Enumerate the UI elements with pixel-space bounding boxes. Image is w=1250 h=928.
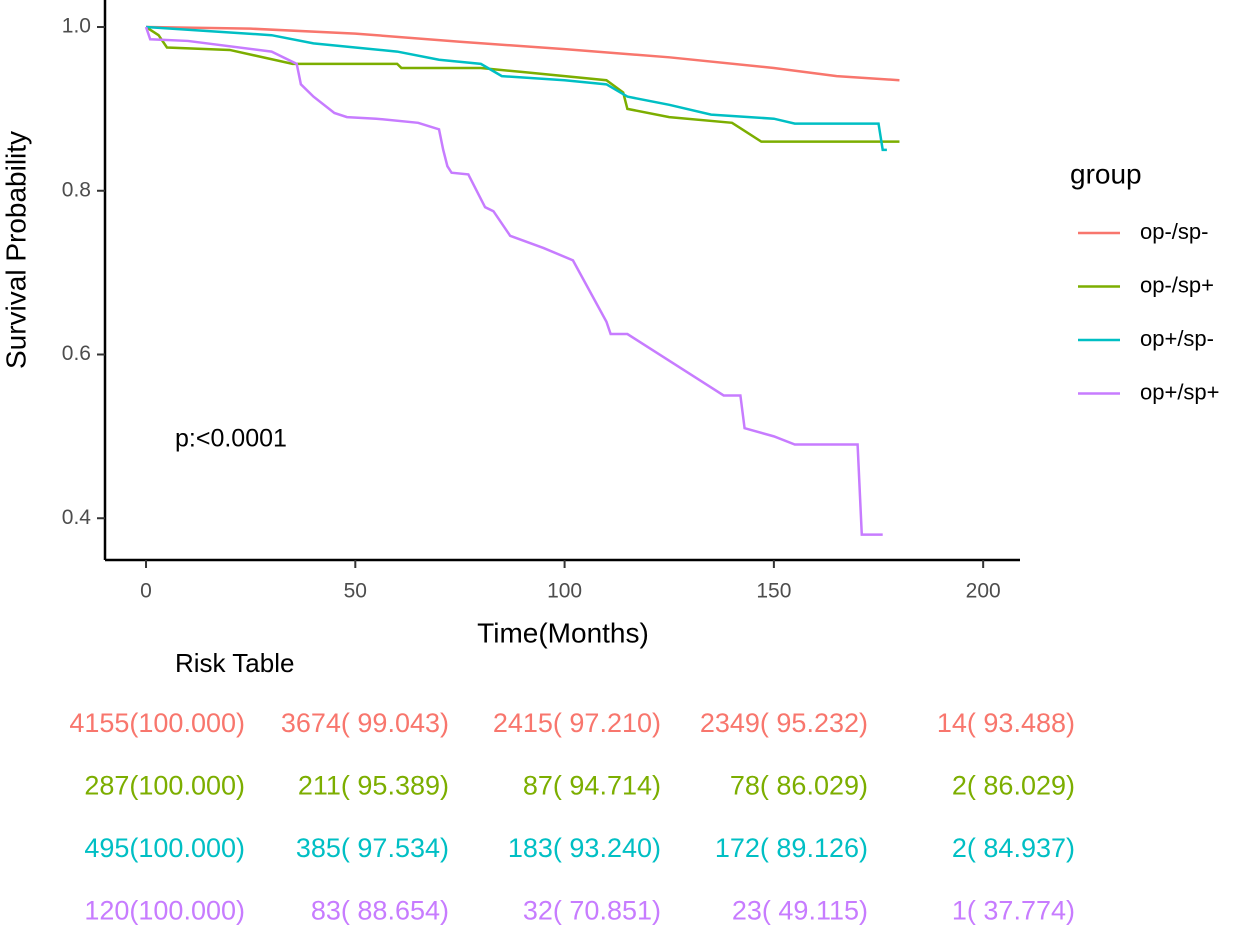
y-tick-label: 0.4 (62, 506, 92, 529)
risk-table-title: Risk Table (175, 648, 294, 678)
x-tick-label: 0 (140, 580, 152, 603)
legend-label: op-/sp- (1140, 219, 1208, 244)
risk-cell: 4155(100.000) (69, 708, 245, 738)
survival-curve (146, 25, 900, 82)
risk-cell: 172( 89.126) (715, 833, 868, 863)
legend-label: op+/sp- (1140, 326, 1214, 351)
risk-cell: 2415( 97.210) (493, 708, 661, 738)
risk-cell: 14( 93.488) (937, 708, 1075, 738)
risk-cell: 23( 49.115) (732, 896, 868, 926)
x-axis-title: Time(Months) (477, 617, 649, 648)
legend-label: op-/sp+ (1140, 272, 1214, 297)
x-tick-label: 100 (547, 580, 582, 603)
risk-cell: 78( 86.029) (730, 771, 868, 801)
legend-label: op+/sp+ (1140, 379, 1220, 404)
risk-cell: 120(100.000) (84, 896, 245, 926)
x-tick-label: 200 (966, 580, 1001, 603)
risk-cell: 83( 88.654) (311, 896, 449, 926)
risk-cell: 2( 84.937) (952, 833, 1075, 863)
risk-cell: 1( 37.774) (952, 896, 1075, 926)
risk-cell: 211( 95.389) (298, 771, 449, 801)
x-tick-label: 150 (756, 580, 791, 603)
risk-cell: 183( 93.240) (508, 833, 661, 863)
y-tick-label: 0.8 (62, 178, 91, 201)
survival-curve (145, 25, 887, 152)
risk-cell: 87( 94.714) (523, 771, 661, 801)
risk-cell: 2349( 95.232) (700, 708, 868, 738)
risk-cell: 287(100.000) (84, 771, 245, 801)
y-tick-label: 0.6 (62, 342, 91, 365)
risk-cell: 2( 86.029) (952, 771, 1075, 801)
survival-curve (145, 25, 900, 143)
risk-cell: 385( 97.534) (296, 833, 449, 863)
p-value: p:<0.0001 (175, 425, 287, 453)
y-axis-title: Survival Probability (0, 131, 31, 369)
survival-curve (144, 26, 883, 536)
y-tick-label: 1.0 (62, 15, 91, 38)
risk-cell: 32( 70.851) (523, 896, 661, 926)
risk-cell: 3674( 99.043) (281, 708, 449, 738)
x-tick-label: 50 (344, 580, 367, 603)
legend-title: group (1070, 158, 1142, 189)
risk-cell: 495(100.000) (84, 833, 245, 863)
